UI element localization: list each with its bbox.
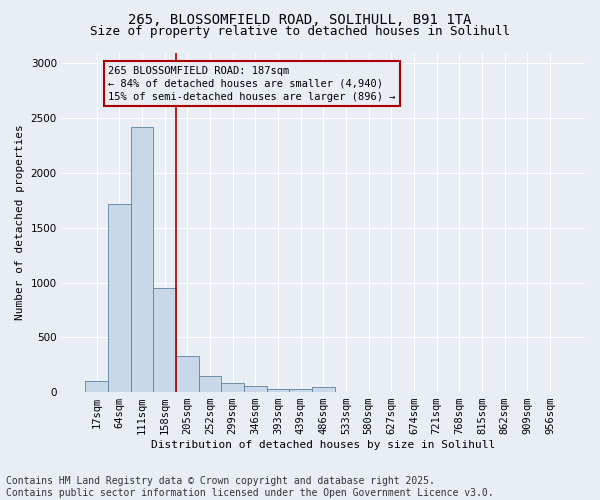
Text: 265, BLOSSOMFIELD ROAD, SOLIHULL, B91 1TA: 265, BLOSSOMFIELD ROAD, SOLIHULL, B91 1T… bbox=[128, 12, 472, 26]
Bar bbox=[154, 288, 176, 392]
Bar bbox=[176, 356, 199, 392]
Bar bbox=[244, 386, 266, 392]
Bar bbox=[131, 127, 154, 392]
Y-axis label: Number of detached properties: Number of detached properties bbox=[15, 124, 25, 320]
Text: 265 BLOSSOMFIELD ROAD: 187sqm
← 84% of detached houses are smaller (4,940)
15% o: 265 BLOSSOMFIELD ROAD: 187sqm ← 84% of d… bbox=[108, 66, 395, 102]
Text: Contains HM Land Registry data © Crown copyright and database right 2025.
Contai: Contains HM Land Registry data © Crown c… bbox=[6, 476, 494, 498]
X-axis label: Distribution of detached houses by size in Solihull: Distribution of detached houses by size … bbox=[151, 440, 496, 450]
Bar bbox=[312, 386, 335, 392]
Bar bbox=[199, 376, 221, 392]
Bar bbox=[85, 381, 108, 392]
Bar bbox=[266, 389, 289, 392]
Text: Size of property relative to detached houses in Solihull: Size of property relative to detached ho… bbox=[90, 25, 510, 38]
Bar bbox=[289, 389, 312, 392]
Bar bbox=[108, 204, 131, 392]
Bar bbox=[221, 384, 244, 392]
